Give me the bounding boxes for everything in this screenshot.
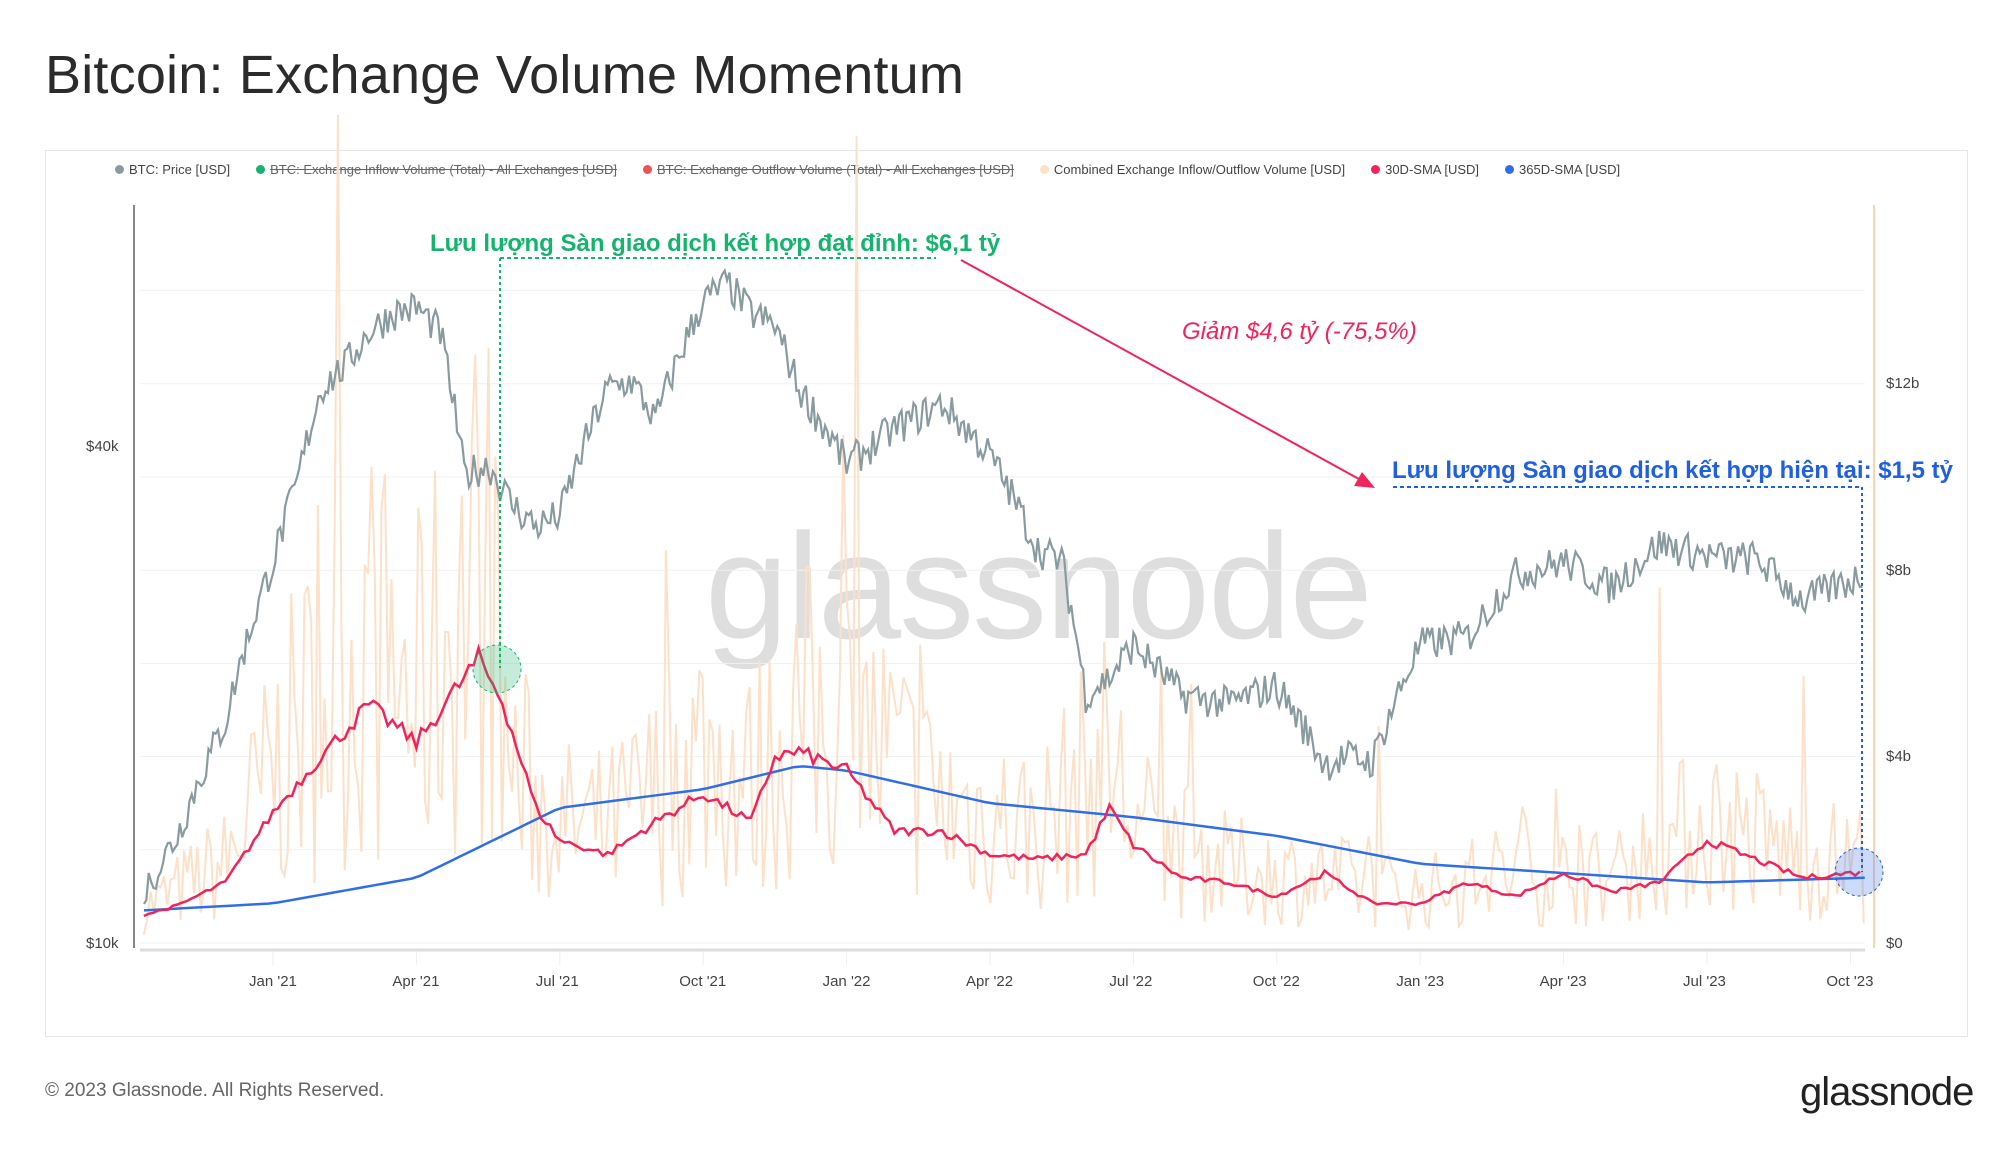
legend-item[interactable]: 30D-SMA [USD] bbox=[1371, 162, 1479, 177]
watermark: glassnode bbox=[705, 502, 1373, 670]
legend-dot-icon bbox=[1371, 165, 1381, 174]
x-tick: Apr '22 bbox=[966, 973, 1014, 990]
current-marker bbox=[1834, 847, 1884, 897]
drop-arrow-line bbox=[960, 259, 1369, 485]
legend-label: BTC: Exchange Inflow Volume (Total) - Al… bbox=[270, 162, 617, 177]
x-tick: Oct '23 bbox=[1826, 973, 1874, 990]
legend-dot-icon bbox=[115, 165, 124, 174]
x-tick: Oct '21 bbox=[679, 973, 727, 990]
price-line bbox=[143, 268, 1863, 905]
peak-annotation: Lưu lượng Sàn giao dịch kết hợp đạt đỉnh… bbox=[430, 230, 1001, 257]
legend-item[interactable]: BTC: Price [USD] bbox=[115, 162, 230, 177]
legend-item[interactable]: 365D-SMA [USD] bbox=[1505, 162, 1620, 177]
copyright: © 2023 Glassnode. All Rights Reserved. bbox=[45, 1080, 385, 1101]
sma30-line bbox=[143, 643, 1861, 918]
x-tick: Jan '23 bbox=[1396, 973, 1445, 990]
x-tick: Jul '21 bbox=[535, 973, 579, 990]
x-tick: Apr '23 bbox=[1539, 973, 1587, 990]
current-annotation: Lưu lượng Sàn giao dịch kết hợp hiện tại… bbox=[1392, 457, 1953, 484]
page-title: Bitcoin: Exchange Volume Momentum bbox=[45, 45, 965, 105]
legend-label: Combined Exchange Inflow/Outflow Volume … bbox=[1053, 162, 1346, 177]
y-left-tick: $10k bbox=[86, 935, 119, 952]
x-tick: Oct '22 bbox=[1252, 973, 1300, 990]
legend-label: 30D-SMA [USD] bbox=[1385, 162, 1480, 177]
legend-dot-icon bbox=[256, 165, 266, 174]
y-right-tick: $8b bbox=[1886, 562, 1912, 579]
x-tick: Jan '21 bbox=[249, 973, 297, 990]
legend-item[interactable]: Combined Exchange Inflow/Outflow Volume … bbox=[1039, 162, 1346, 177]
x-tick: Jul '23 bbox=[1683, 973, 1726, 990]
legend-item[interactable]: BTC: Exchange Inflow Volume (Total) - Al… bbox=[256, 162, 617, 177]
legend-dot-icon bbox=[642, 165, 652, 174]
legend-label: BTC: Exchange Outflow Volume (Total) - A… bbox=[656, 162, 1014, 177]
y-right-tick: $0 bbox=[1886, 935, 1903, 952]
sma365-line bbox=[143, 765, 1865, 912]
legend-dot-icon bbox=[1505, 165, 1515, 174]
chart-legend: BTC: Price [USD] BTC: Exchange Inflow Vol… bbox=[115, 162, 1620, 177]
glassnode-logo: glassnode bbox=[1800, 1070, 1974, 1114]
arrow-head-icon bbox=[1354, 472, 1375, 488]
combined-volume-line bbox=[142, 114, 1865, 936]
peak-marker bbox=[472, 644, 522, 694]
legend-label: BTC: Price [USD] bbox=[129, 162, 231, 177]
legend-label: 365D-SMA [USD] bbox=[1519, 162, 1621, 177]
x-tick: Apr '21 bbox=[392, 973, 440, 990]
drop-annotation: Giảm $4,6 tỷ (-75,5%) bbox=[1182, 318, 1417, 345]
y-right-tick: $12b bbox=[1886, 375, 1920, 392]
y-right-tick: $4b bbox=[1886, 748, 1912, 765]
y-left-tick: $40k bbox=[86, 438, 119, 455]
x-tick: Jul '22 bbox=[1109, 973, 1153, 990]
x-tick: Jan '22 bbox=[822, 973, 871, 990]
legend-item[interactable]: BTC: Exchange Outflow Volume (Total) - A… bbox=[642, 162, 1014, 177]
chart-panel bbox=[45, 150, 1968, 1037]
legend-dot-icon bbox=[1039, 165, 1049, 174]
